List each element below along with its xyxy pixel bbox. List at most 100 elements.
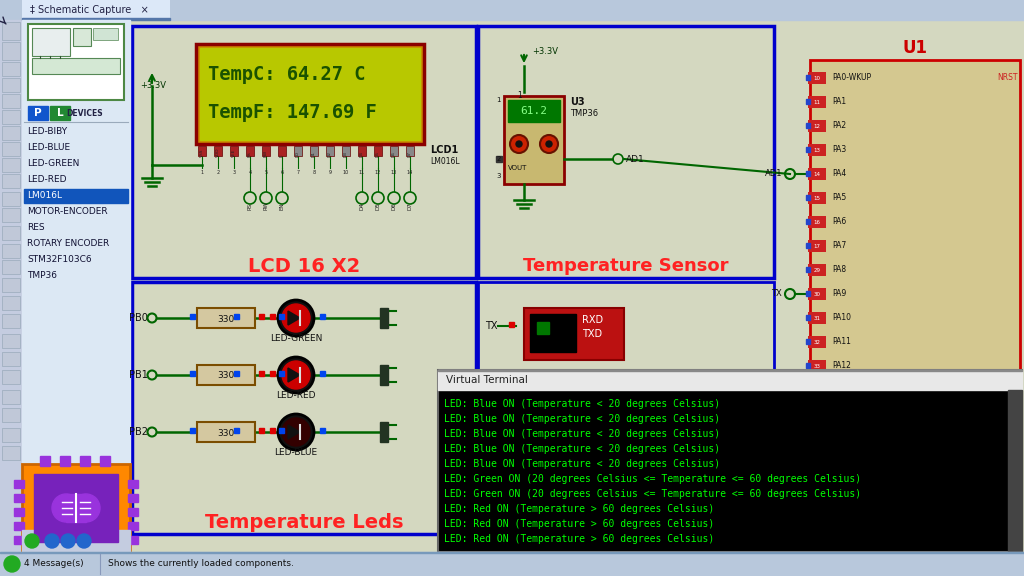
- Text: 14: 14: [407, 170, 413, 175]
- Text: 13: 13: [813, 147, 820, 153]
- Bar: [806, 291, 810, 296]
- Bar: [806, 123, 810, 128]
- Text: D4: D4: [359, 202, 365, 210]
- Bar: [806, 459, 810, 464]
- Bar: [270, 314, 275, 319]
- Text: LED: Blue ON (Temperature < 20 degrees Celsius): LED: Blue ON (Temperature < 20 degrees C…: [444, 399, 720, 409]
- Bar: [806, 267, 810, 272]
- Bar: [0, 20, 22, 576]
- Text: 3: 3: [497, 173, 501, 179]
- Text: LED: Blue ON (Temperature < 20 degrees Celsius): LED: Blue ON (Temperature < 20 degrees C…: [444, 429, 720, 439]
- Bar: [810, 60, 1020, 520]
- Bar: [2, 126, 20, 140]
- Bar: [2, 110, 20, 124]
- Bar: [22, 464, 130, 552]
- Bar: [128, 522, 138, 530]
- Bar: [390, 146, 398, 156]
- Text: ROTARY ENCODER: ROTARY ENCODER: [27, 240, 110, 248]
- Text: PA5: PA5: [831, 194, 846, 203]
- Circle shape: [282, 361, 310, 389]
- Bar: [190, 428, 195, 433]
- Text: 5: 5: [264, 170, 267, 175]
- Bar: [509, 322, 514, 327]
- Text: TX: TX: [485, 321, 498, 331]
- Bar: [2, 446, 20, 460]
- Text: LED-GREEN: LED-GREEN: [269, 334, 323, 343]
- Circle shape: [516, 141, 522, 147]
- Bar: [262, 146, 270, 156]
- Bar: [0, 0, 1024, 20]
- Text: D4: D4: [360, 151, 364, 157]
- Bar: [234, 371, 239, 376]
- Bar: [197, 365, 255, 385]
- Circle shape: [282, 418, 310, 446]
- Text: PB2: PB2: [129, 427, 148, 437]
- Bar: [806, 339, 810, 344]
- Bar: [2, 296, 20, 310]
- Text: LED-BLUE: LED-BLUE: [274, 448, 317, 457]
- Text: PA0-WKUP: PA0-WKUP: [831, 74, 871, 82]
- Text: RW: RW: [263, 201, 268, 210]
- Text: U1: U1: [902, 39, 928, 57]
- Text: RW: RW: [264, 150, 268, 157]
- Text: PB2: PB2: [831, 506, 847, 514]
- Text: RS: RS: [248, 203, 253, 210]
- Bar: [808, 72, 826, 84]
- Bar: [530, 314, 575, 352]
- Text: EN: EN: [280, 203, 285, 210]
- Bar: [60, 456, 70, 466]
- Bar: [128, 494, 138, 502]
- Bar: [279, 428, 284, 433]
- Text: 9: 9: [329, 170, 332, 175]
- Bar: [438, 370, 1022, 371]
- Text: STM32F103C6: STM32F103C6: [27, 256, 91, 264]
- Bar: [190, 314, 195, 319]
- Text: 18: 18: [813, 460, 820, 464]
- Text: PA12: PA12: [831, 362, 851, 370]
- Text: DEVICES: DEVICES: [67, 108, 103, 118]
- Bar: [132, 26, 476, 278]
- Text: D7: D7: [408, 151, 412, 157]
- Bar: [80, 550, 90, 560]
- Bar: [319, 314, 325, 319]
- Text: 15: 15: [813, 195, 820, 200]
- Text: 61.2: 61.2: [520, 106, 548, 116]
- Bar: [806, 171, 810, 176]
- Text: PB0: PB0: [129, 313, 148, 323]
- Bar: [234, 428, 239, 433]
- Bar: [806, 243, 810, 248]
- Bar: [524, 308, 624, 360]
- Text: LED-BIBY: LED-BIBY: [27, 127, 68, 137]
- Bar: [34, 474, 118, 542]
- Bar: [808, 288, 826, 300]
- Text: +3.3V: +3.3V: [532, 47, 558, 56]
- Text: LED-GREEN: LED-GREEN: [27, 160, 80, 169]
- Bar: [80, 456, 90, 466]
- Text: VSS: VSS: [200, 149, 204, 157]
- Bar: [806, 483, 810, 488]
- Bar: [2, 334, 20, 348]
- Bar: [2, 408, 20, 422]
- Circle shape: [72, 494, 100, 522]
- Bar: [806, 219, 810, 224]
- Text: L: L: [56, 108, 63, 118]
- Text: RS: RS: [771, 410, 782, 419]
- Bar: [478, 282, 774, 372]
- Text: 29: 29: [813, 267, 820, 272]
- Text: 330: 330: [217, 372, 234, 381]
- Bar: [2, 208, 20, 222]
- Bar: [808, 96, 826, 108]
- Bar: [196, 44, 424, 144]
- Text: PA9: PA9: [831, 290, 846, 298]
- Bar: [808, 216, 826, 228]
- Bar: [806, 411, 810, 416]
- Text: D2: D2: [328, 151, 332, 157]
- Bar: [808, 360, 826, 372]
- Bar: [496, 156, 502, 162]
- Text: E: E: [280, 154, 284, 157]
- Bar: [2, 428, 20, 442]
- Text: PB2: PB2: [766, 506, 782, 514]
- Bar: [40, 550, 50, 560]
- Bar: [234, 314, 239, 319]
- Text: TMP36: TMP36: [570, 109, 598, 119]
